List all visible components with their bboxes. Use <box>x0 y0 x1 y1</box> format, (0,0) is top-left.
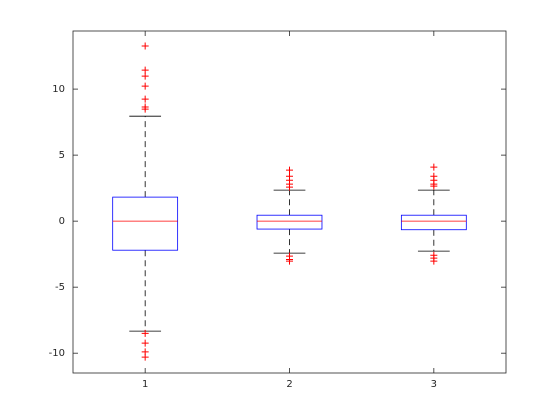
outlier <box>141 105 149 113</box>
outlier <box>286 166 293 174</box>
outlier <box>141 82 149 90</box>
y-tick-label: 0 <box>59 216 65 227</box>
outlier <box>141 353 149 361</box>
y-tick-label: 10 <box>52 84 65 95</box>
y-tick-label: 5 <box>59 150 65 161</box>
box <box>112 196 179 251</box>
outlier <box>430 257 438 265</box>
box <box>256 214 323 230</box>
outlier <box>286 257 293 265</box>
x-tick-label: 1 <box>142 379 148 390</box>
outlier <box>141 339 149 347</box>
outlier <box>141 66 149 74</box>
outlier <box>141 72 149 80</box>
x-tick-label: 3 <box>431 379 437 390</box>
box <box>400 214 467 231</box>
outlier <box>141 42 149 50</box>
y-tick-label: -5 <box>55 282 65 293</box>
outlier <box>430 182 438 190</box>
x-tick-label: 2 <box>286 379 292 390</box>
outlier <box>141 95 149 103</box>
outlier <box>286 183 293 191</box>
outlier <box>430 163 438 171</box>
outlier <box>141 329 149 337</box>
y-tick-label: -10 <box>49 348 65 359</box>
